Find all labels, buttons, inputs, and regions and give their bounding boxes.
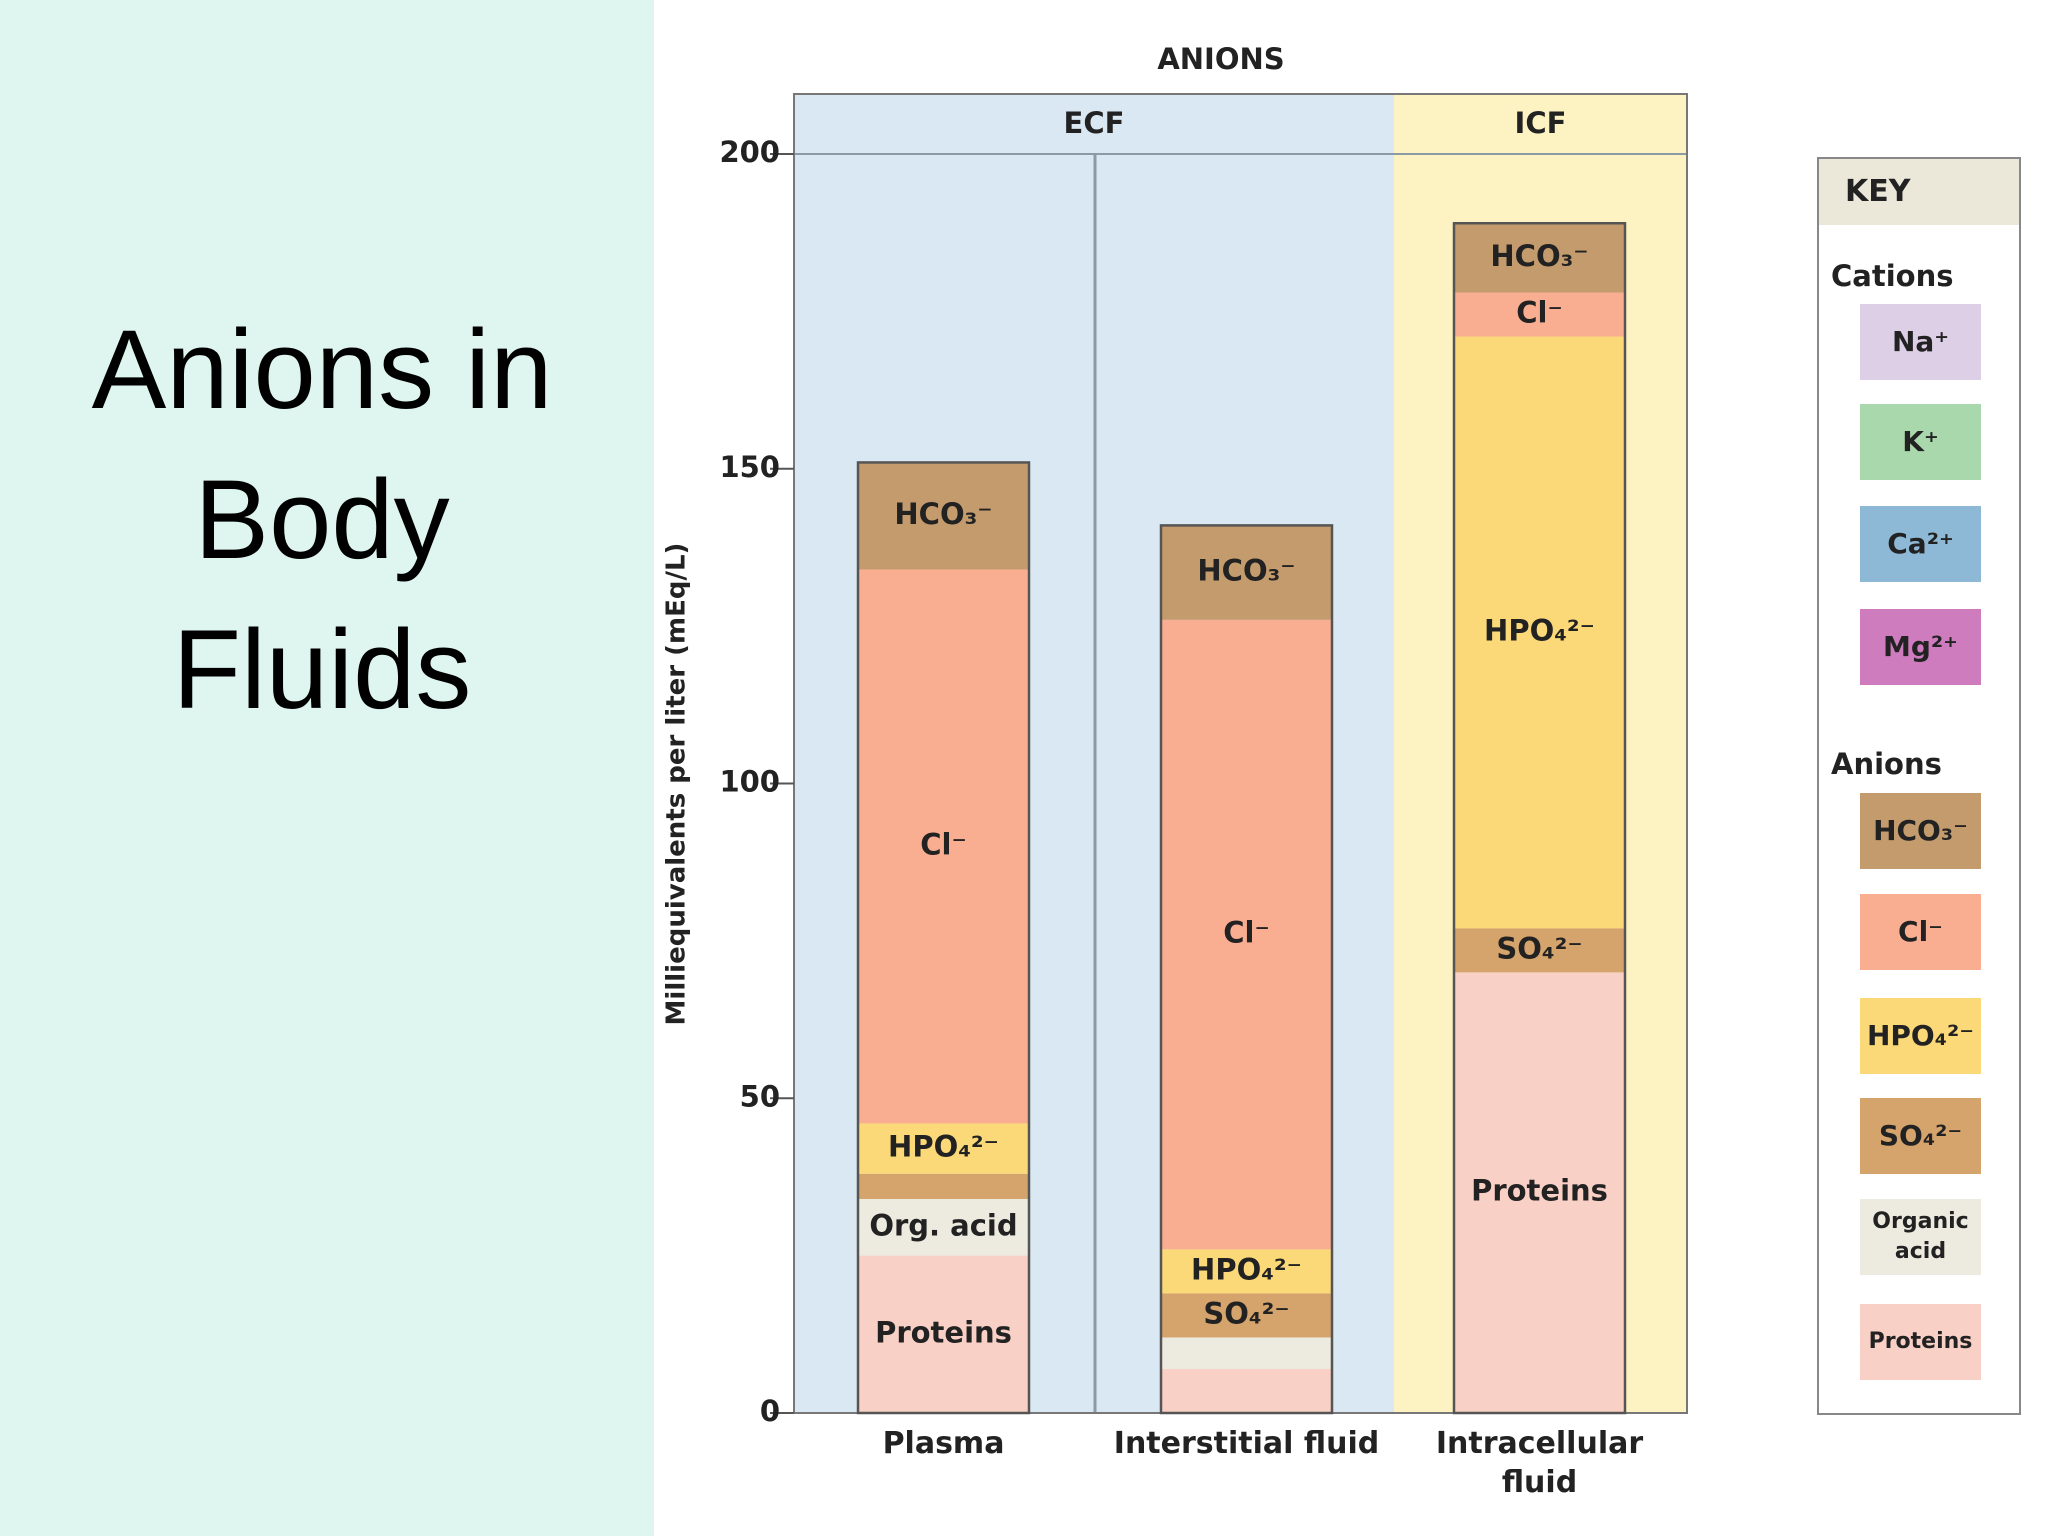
- legend-entry: HCO₃⁻: [1860, 793, 1981, 869]
- bar-segment: [858, 569, 1029, 1124]
- bar-outline: [856, 461, 1031, 1415]
- segment-label: Org. acid: [869, 1208, 1017, 1242]
- key-title: KEY: [1819, 159, 2019, 225]
- segment-label: SO₄²⁻: [1203, 1296, 1289, 1330]
- bar-segment: [1454, 928, 1625, 973]
- bar-segment: [1454, 972, 1625, 1413]
- bar-segment: [1161, 1249, 1332, 1294]
- segment-label: Cl⁻: [920, 827, 967, 861]
- bar-segment: [858, 1123, 1029, 1174]
- segment-label: HCO₃⁻: [894, 497, 992, 531]
- x-tick-label: Intracellular fluid: [1435, 1426, 1644, 1500]
- group-label: ICF: [1515, 106, 1567, 140]
- y-tick-label: 50: [740, 1079, 780, 1113]
- bar-segment: [1454, 336, 1625, 929]
- legend-swatch: K⁺: [1860, 404, 1981, 480]
- legend-entry: Proteins: [1860, 1304, 1981, 1380]
- bar-segment: [1161, 1293, 1332, 1338]
- bar-segment: [1161, 1337, 1332, 1369]
- key-section: Anions: [1831, 747, 1942, 781]
- group-label: ECF: [1064, 106, 1125, 140]
- y-tick-label: 0: [760, 1394, 780, 1428]
- x-tick-label: Interstitial fluid: [1113, 1426, 1380, 1461]
- legend-entry: SO₄²⁻: [1860, 1098, 1981, 1174]
- segment-label: HPO₄²⁻: [1191, 1252, 1302, 1286]
- segment-label: HPO₄²⁻: [1484, 613, 1595, 647]
- y-tick-label: 200: [719, 135, 780, 169]
- legend-swatch: Na⁺: [1860, 304, 1981, 380]
- segment-label: HCO₃⁻: [1490, 239, 1588, 273]
- key: KEY Cations Anions Na⁺ K⁺ Ca²⁺ Mg²⁺ HCO₃⁻ Cl⁻…: [1817, 157, 2021, 1415]
- bar-segment: [1454, 292, 1625, 337]
- side-panel: [0, 0, 654, 1536]
- x-tick-label: Plasma: [882, 1426, 1005, 1461]
- bar-segment: [858, 1198, 1029, 1256]
- segment-label: SO₄²⁻: [1496, 931, 1582, 965]
- y-tick-label: 100: [719, 765, 780, 799]
- slide-title: Anions in Body Fluids: [91, 307, 553, 732]
- legend-entry: Cl⁻: [1860, 894, 1981, 970]
- legend-swatch: Mg²⁺: [1860, 609, 1981, 685]
- segment-label: Cl⁻: [1516, 296, 1563, 330]
- bar-segment: [858, 1173, 1029, 1199]
- bar-segment: [1454, 223, 1625, 293]
- y-axis-label: Milliequivalents per liter (mEq/L): [662, 543, 692, 1026]
- bar-segment: [858, 462, 1029, 570]
- bar-segment: [1161, 619, 1332, 1250]
- segment-label: HCO₃⁻: [1197, 554, 1295, 588]
- segment-label: Proteins: [1471, 1174, 1608, 1208]
- y-tick-label: 150: [719, 450, 780, 484]
- bar-segment: [1161, 1368, 1332, 1413]
- segment-label: Cl⁻: [1223, 916, 1270, 950]
- legend-swatch: Ca²⁺: [1860, 506, 1981, 582]
- bar-outline: [1159, 524, 1334, 1415]
- legend-entry: Organic acid: [1860, 1199, 1981, 1275]
- bar-segment: [858, 1255, 1029, 1413]
- segment-label: Proteins: [875, 1315, 1012, 1349]
- bar-outline: [1452, 221, 1627, 1415]
- legend-entry: HPO₄²⁻: [1860, 998, 1981, 1074]
- key-section: Cations: [1831, 259, 1954, 293]
- chart-title: ANIONS: [1157, 42, 1284, 76]
- bar-segment: [1161, 525, 1332, 620]
- segment-label: HPO₄²⁻: [888, 1130, 999, 1164]
